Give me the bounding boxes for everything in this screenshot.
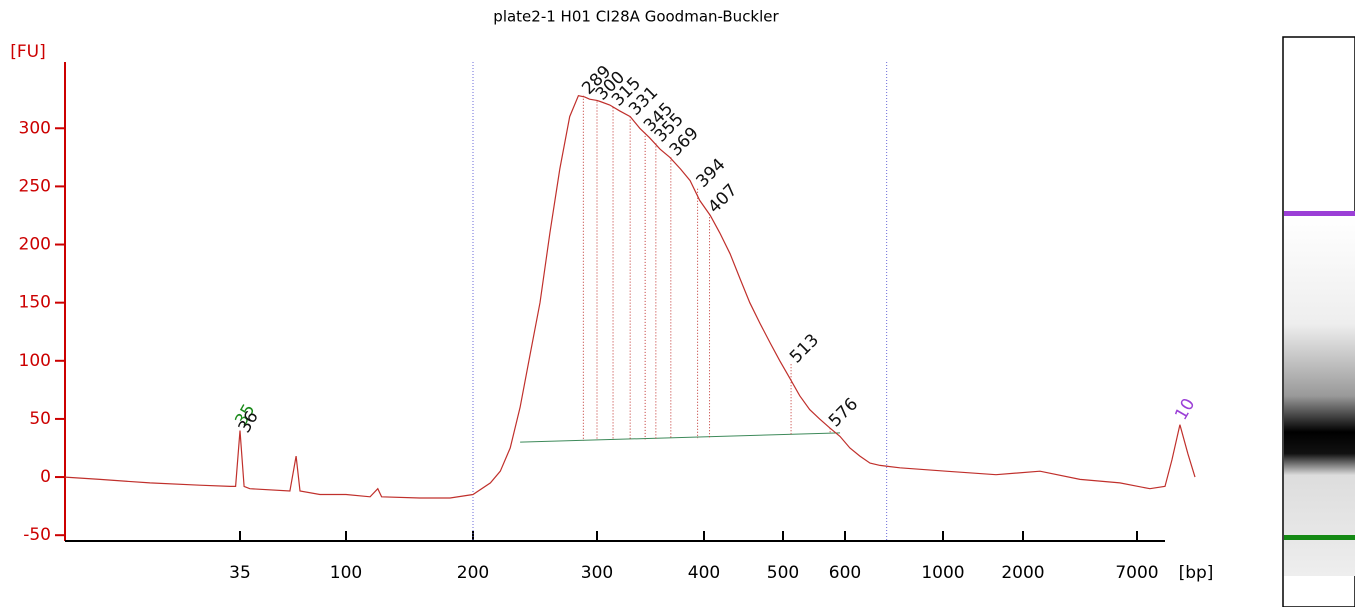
x-axis-label: [bp] — [1179, 563, 1214, 583]
x-tick-label: 300 — [581, 563, 613, 583]
gel-smear — [1284, 216, 1355, 576]
x-tick-label: 1000 — [921, 563, 964, 583]
y-tick-label: 0 — [40, 467, 51, 487]
chart-title: plate2-1 H01 CI28A Goodman-Buckler — [493, 8, 779, 26]
trace — [64, 95, 1196, 499]
peak-label: 513 — [786, 330, 823, 367]
x-tick-label: 35 — [229, 563, 251, 583]
y-tick-label: 200 — [19, 235, 51, 255]
x-tick-label: 200 — [457, 563, 489, 583]
peak-label: 576 — [825, 394, 862, 431]
x-tick-label: 500 — [767, 563, 799, 583]
x-tick-label: 2000 — [1001, 563, 1044, 583]
y-tick-label: -50 — [23, 525, 51, 545]
x-tick-label: 600 — [829, 563, 861, 583]
x-tick-label: 400 — [688, 563, 720, 583]
y-tick-label: 300 — [19, 118, 51, 138]
gel-band-upper — [1284, 211, 1355, 216]
y-tick-label: 250 — [19, 176, 51, 196]
y-tick-label: 100 — [19, 351, 51, 371]
baseline — [520, 432, 841, 443]
y-axis-label: [FU] — [10, 42, 46, 62]
y-tick-label: 150 — [19, 293, 51, 313]
x-tick-label: 100 — [330, 563, 362, 583]
gel-band-lower — [1284, 535, 1355, 540]
y-tick-label: 50 — [29, 409, 51, 429]
marker-label: 10 — [1171, 395, 1199, 424]
x-tick-label: 7000 — [1115, 563, 1158, 583]
gel-lane — [1282, 36, 1355, 607]
